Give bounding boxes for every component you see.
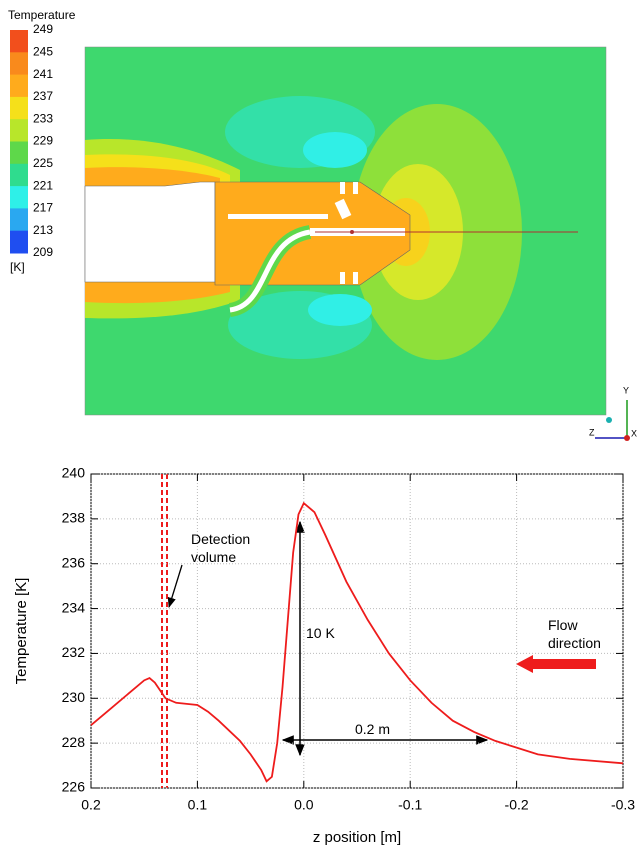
y-tick-label: 238 — [62, 510, 86, 526]
colorbar-tick-label: 221 — [33, 178, 53, 192]
y-tick-label: 226 — [62, 779, 86, 795]
axis-label: Y — [623, 385, 629, 395]
y-tick-label: 236 — [62, 554, 86, 570]
x-axis-label: z position [m] — [313, 829, 401, 846]
colorbar-title: Temperature — [8, 8, 76, 22]
x-tick-label: -0.3 — [611, 797, 635, 813]
x-tick-label: -0.1 — [398, 797, 422, 813]
contour-field — [85, 47, 606, 415]
flow-arrow — [516, 655, 596, 673]
colorbar-band — [10, 231, 28, 254]
colorbar-tick-label: 241 — [33, 67, 53, 81]
colorbar-tick-label: 217 — [33, 201, 53, 215]
colorbar-band — [10, 97, 28, 120]
colorbar-band — [10, 75, 28, 98]
colorbar-tick-label: 225 — [33, 156, 53, 170]
colorbar-tick-label: 233 — [33, 111, 53, 125]
y-tick-label: 228 — [62, 734, 86, 750]
colorbar-tick-label: 237 — [33, 89, 53, 103]
colorbar-tick-label: 209 — [33, 245, 53, 259]
colorbar-tick-label: 213 — [33, 223, 53, 237]
plot-frame — [91, 474, 623, 788]
annotation: 10 K — [306, 624, 335, 642]
colorbar-band — [10, 142, 28, 165]
colorbar-band — [10, 119, 28, 142]
colorbar-band — [10, 186, 28, 209]
colorbar-tick-label: 249 — [33, 22, 53, 36]
x-tick-label: 0.1 — [188, 797, 208, 813]
y-tick-label: 232 — [62, 644, 86, 660]
x-tick-label: 0.0 — [294, 797, 314, 813]
annotation: 0.2 m — [355, 720, 390, 738]
colorbar-tick-label: 229 — [33, 134, 53, 148]
annotation: Detection volume — [191, 530, 271, 566]
x-tick-label: 0.2 — [81, 797, 101, 813]
colorbar-band — [10, 30, 28, 53]
y-tick-label: 240 — [62, 465, 86, 481]
colorbar-band — [10, 52, 28, 75]
page: {"chart_data": [ {"type": "contour", "co… — [0, 0, 638, 853]
y-axis-label: Temperature [K] — [13, 578, 30, 685]
detection-volume — [162, 474, 167, 788]
annotation: Flow direction — [548, 616, 608, 652]
y-tick-label: 230 — [62, 689, 86, 705]
y-tick-label: 234 — [62, 599, 86, 615]
colorbar-unit: [K] — [10, 260, 25, 274]
x-tick-label: -0.2 — [505, 797, 529, 813]
axis-label: X — [631, 428, 637, 438]
colorbar-band — [10, 164, 28, 187]
axis-label: Z — [589, 427, 595, 437]
figure: Temperature249 245 241 237 233 229 225 221 217 21… — [0, 0, 638, 853]
colorbar-tick-label: 245 — [33, 44, 53, 58]
colorbar-band — [10, 208, 28, 231]
pointer-arrow — [169, 565, 182, 607]
